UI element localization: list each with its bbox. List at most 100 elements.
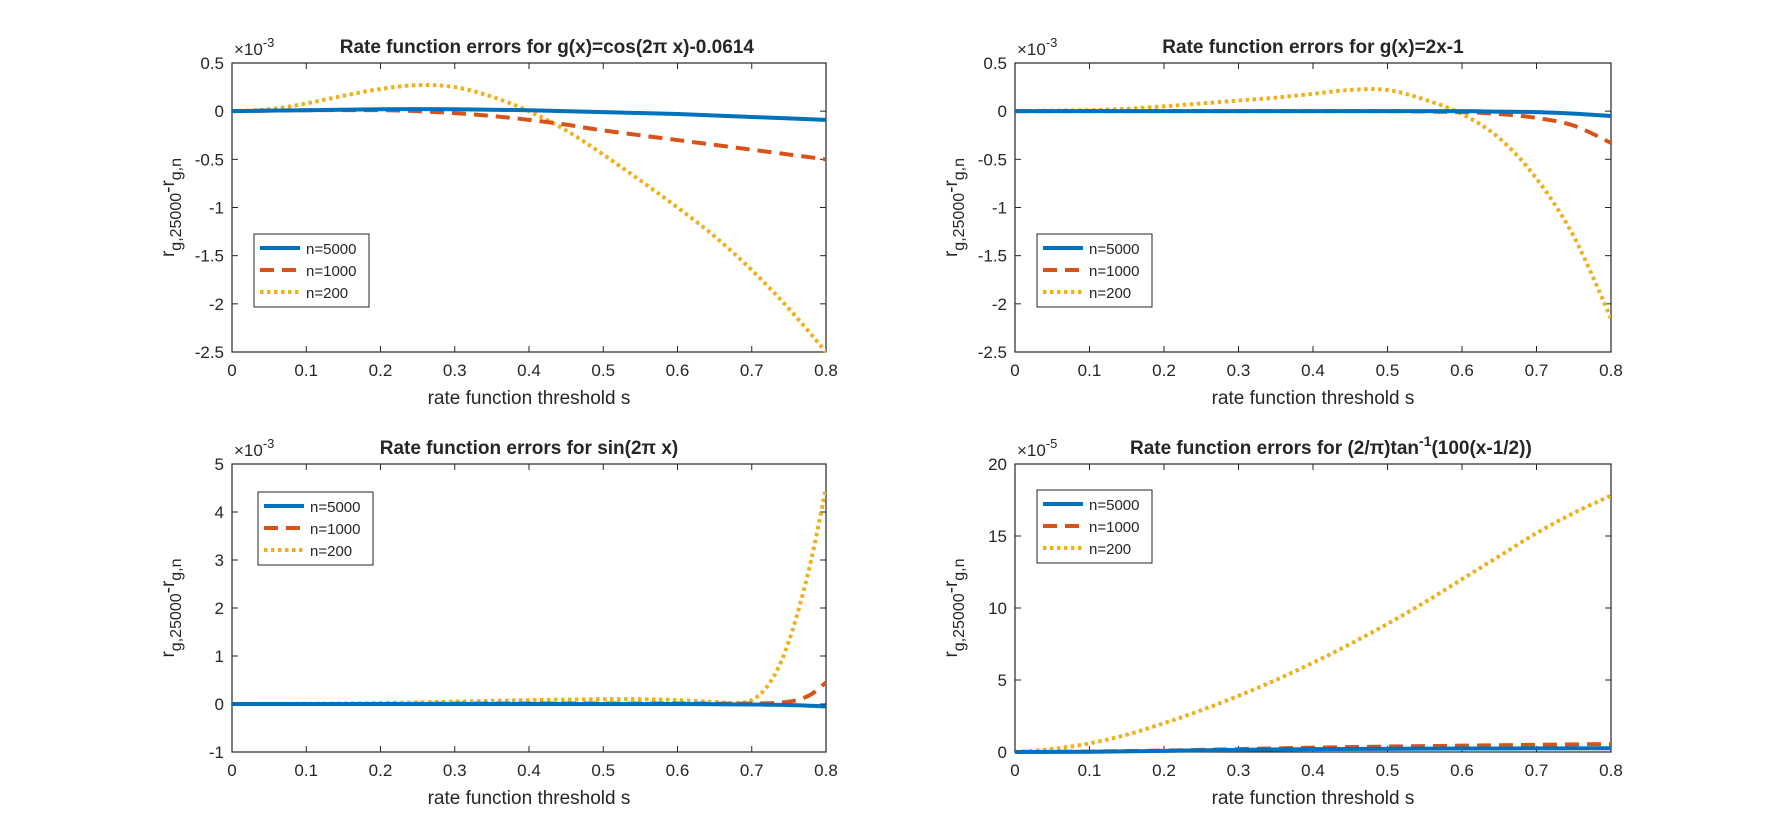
legend: n=5000 n=1000 n=200 [253, 233, 370, 308]
series-line-n-5000 [1015, 746, 1611, 754]
x-tick-label: 0.7 [740, 761, 764, 780]
y-tick-label: -1.5 [978, 247, 1007, 266]
legend: n=5000 n=1000 n=200 [1036, 489, 1153, 564]
legend-label: n=200 [306, 285, 348, 302]
x-axis-label: rate function threshold s [1212, 788, 1415, 809]
x-tick-label: 0.2 [369, 761, 393, 780]
x-tick-label: 0.3 [443, 761, 467, 780]
plot-area [231, 62, 827, 353]
x-tick-label: 0.4 [517, 361, 541, 380]
y-tick-label: 20 [988, 455, 1007, 474]
x-axis-label: rate function threshold s [428, 388, 631, 409]
chart-title: Rate function errors for g(x)=cos(2π x)-… [340, 37, 755, 58]
legend-label: n=200 [1089, 541, 1131, 558]
y-tick-label: -2 [992, 295, 1007, 314]
x-tick-label: 0 [1010, 761, 1019, 780]
series-line-n-200 [232, 487, 826, 706]
y-tick-label: -2.5 [978, 343, 1007, 362]
x-tick-label: 0.8 [814, 761, 838, 780]
y-tick-label: -2.5 [195, 343, 224, 362]
series-group [1015, 493, 1611, 754]
series-group [1015, 87, 1611, 320]
y-axis-label: rg,25000-rg,n [158, 158, 185, 257]
y-tick-label: -2 [209, 295, 224, 314]
x-tick-label: 0.4 [1301, 361, 1325, 380]
x-tick-label: 0.3 [1227, 361, 1251, 380]
series-line-n-5000 [1015, 109, 1611, 118]
chart-title: Rate function errors for sin(2π x) [380, 438, 679, 459]
series-group [232, 487, 826, 709]
legend-label: n=1000 [306, 263, 356, 280]
y-tick-label: 15 [988, 527, 1007, 546]
series-line-n-200 [1015, 87, 1611, 320]
x-tick-label: 0.1 [294, 761, 318, 780]
y-tick-label: -0.5 [978, 150, 1007, 169]
x-tick-label: 0.4 [1301, 761, 1325, 780]
y-axis-exponent: ×10-5 [1017, 436, 1057, 460]
y-tick-label: -1 [992, 199, 1007, 218]
y-tick-label: 0.5 [983, 54, 1007, 73]
x-tick-label: 0.7 [1525, 761, 1549, 780]
y-tick-label: 0.5 [200, 54, 224, 73]
y-tick-label: 0 [998, 743, 1007, 762]
plot-area [1014, 62, 1612, 353]
x-tick-label: 0.6 [666, 361, 690, 380]
x-tick-label: 0 [1010, 361, 1019, 380]
y-axis-exponent: ×10-3 [234, 436, 274, 460]
x-tick-label: 0 [227, 761, 236, 780]
legend-label: n=5000 [306, 241, 356, 258]
legend-label: n=1000 [1089, 263, 1139, 280]
series-line-n-200 [1015, 493, 1611, 754]
x-tick-label: 0.1 [294, 361, 318, 380]
legend: n=5000 n=1000 n=200 [257, 491, 374, 566]
y-tick-label: 0 [215, 102, 224, 121]
chart-title: Rate function errors for g(x)=2x-1 [1162, 37, 1464, 58]
y-tick-label: -1.5 [195, 247, 224, 266]
legend-label: n=1000 [1089, 519, 1139, 536]
y-tick-label: 0 [998, 102, 1007, 121]
y-tick-label: 10 [988, 599, 1007, 618]
legend-label: n=5000 [1089, 241, 1139, 258]
chart-panel-2: 0 0.1 0.2 0.3 0.4 0.5 0.6 0.7 0.8 0.5 0 -0.5 -1 -1.5 -… [941, 35, 1623, 409]
series-line-n-5000 [232, 107, 826, 122]
y-tick-label: -1 [209, 199, 224, 218]
y-axis-label: rg,25000-rg,n [941, 558, 968, 657]
y-tick-label: 4 [215, 503, 224, 522]
legend-label: n=200 [310, 543, 352, 560]
x-tick-label: 0.2 [1152, 761, 1176, 780]
series-line-n-5000 [232, 701, 826, 709]
legend: n=5000 n=1000 n=200 [1036, 233, 1153, 308]
x-tick-label: 0.4 [517, 761, 541, 780]
y-tick-label: -1 [209, 743, 224, 762]
y-axis-exponent: ×10-3 [234, 35, 274, 59]
x-tick-label: 0.6 [1450, 361, 1474, 380]
y-tick-label: 3 [215, 551, 224, 570]
y-tick-label: 5 [998, 671, 1007, 690]
chart-panel-4: 0 0.1 0.2 0.3 0.4 0.5 0.6 0.7 0.8 20 15 10 5 0 ×10-5 Ra… [941, 433, 1623, 809]
x-tick-label: 0.2 [369, 361, 393, 380]
legend-label: n=200 [1089, 285, 1131, 302]
chart-panel-1: 0 0.1 0.2 0.3 0.4 0.5 0.6 0.7 0.8 0.5 0 -0.5 -1 -1.5 -… [158, 35, 838, 409]
y-tick-label: 1 [215, 647, 224, 666]
x-tick-label: 0.5 [591, 361, 615, 380]
y-axis-exponent: ×10-3 [1017, 35, 1057, 59]
x-tick-label: 0.5 [1376, 761, 1400, 780]
y-tick-label: -0.5 [195, 150, 224, 169]
x-tick-label: 0.2 [1152, 361, 1176, 380]
x-tick-label: 0.3 [443, 361, 467, 380]
x-tick-label: 0.1 [1078, 361, 1102, 380]
x-tick-label: 0.5 [1376, 361, 1400, 380]
x-tick-label: 0.6 [666, 761, 690, 780]
x-tick-label: 0 [227, 361, 236, 380]
x-tick-label: 0.6 [1450, 761, 1474, 780]
x-tick-label: 0.8 [814, 361, 838, 380]
y-tick-label: 2 [215, 599, 224, 618]
legend-label: n=5000 [310, 499, 360, 516]
y-axis-label: rg,25000-rg,n [941, 158, 968, 257]
legend-label: n=1000 [310, 521, 360, 538]
x-tick-label: 0.1 [1078, 761, 1102, 780]
x-tick-label: 0.5 [591, 761, 615, 780]
x-tick-label: 0.8 [1599, 361, 1623, 380]
